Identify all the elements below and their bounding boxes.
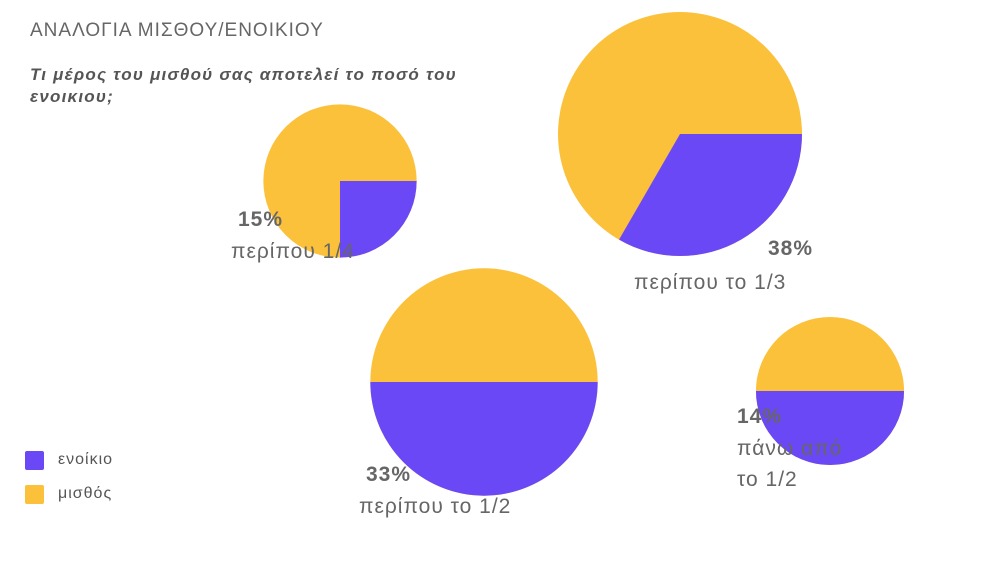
pie-over-half (755, 316, 905, 466)
pie-category-line: πάνω από (737, 437, 843, 460)
legend-label-rent: ενοίκιο (58, 451, 114, 468)
pie-about-half (370, 268, 598, 496)
pie-category-label: περίπου το 1/3 (634, 271, 787, 294)
pie-percent-label: 15% (238, 208, 284, 231)
pie-about-third (558, 12, 802, 257)
pie-percent-label: 14% (737, 405, 783, 428)
chart-kicker-title: ΑΝΑΛΟΓΙΑ ΜΙΣΘΟΥ/ΕΝΟΙΚΙΟΥ (30, 20, 324, 41)
legend-item-rent: ενοίκιο (25, 450, 113, 470)
pie-slice-rent (340, 181, 417, 258)
pie-percent-label: 38% (768, 237, 814, 260)
pie-slice-rent (755, 391, 905, 466)
pie-percent-label: 33% (366, 463, 412, 486)
pie-category-label: πάνω από το 1/2 (737, 433, 842, 495)
pie-category-line: το 1/2 (737, 468, 798, 491)
chart-question: Τι μέρος του μισθού σας αποτελεί το ποσό… (30, 65, 457, 106)
pie-slice-rent (370, 382, 598, 496)
pie-about-quarter (263, 104, 417, 258)
legend-label-salary: μισθός (58, 485, 113, 502)
pie-category-label: περίπου 1/4 (231, 240, 355, 263)
legend-swatch-rent (25, 450, 44, 470)
pie-category-label: περίπου το 1/2 (359, 495, 512, 518)
legend-swatch-salary (25, 484, 44, 504)
pie-slice-rent (619, 134, 802, 257)
legend-item-salary: μισθός (25, 484, 112, 504)
